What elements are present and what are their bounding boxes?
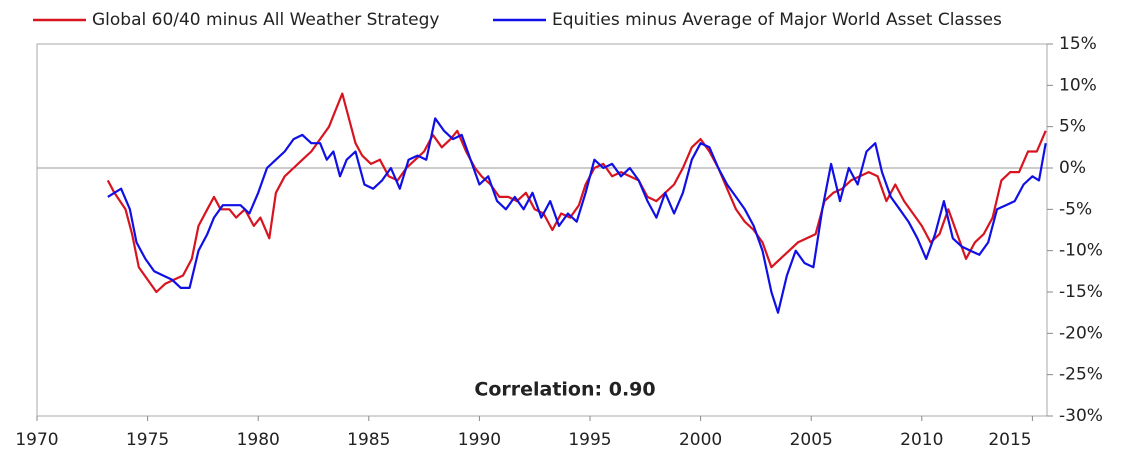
- series-line: [107, 117, 1047, 314]
- x-tick-label: 1975: [126, 430, 169, 450]
- x-tick-label: 2010: [900, 430, 943, 450]
- x-tick-label: 1990: [458, 430, 501, 450]
- plot-frame: [36, 43, 1048, 417]
- y-tick-label: -30%: [1059, 406, 1103, 426]
- y-tick-label: -25%: [1059, 365, 1103, 385]
- x-tick-label: 2005: [790, 430, 833, 450]
- x-tick-label: 2015: [988, 430, 1031, 450]
- x-tick-label: 1970: [15, 430, 58, 450]
- annotation: Correlation: 0.90: [474, 379, 655, 401]
- x-tick-label: 1995: [568, 430, 611, 450]
- legend-label: Global 60/40 minus All Weather Strategy: [92, 10, 439, 30]
- x-tick-label: 2000: [679, 430, 722, 450]
- series-line: [106, 92, 1047, 294]
- x-tick-label: 1980: [237, 430, 280, 450]
- y-tick-label: 0%: [1059, 158, 1086, 178]
- y-tick-label: 5%: [1059, 117, 1086, 137]
- legend-label: Equities minus Average of Major World As…: [552, 10, 1002, 30]
- y-tick-label: 10%: [1059, 75, 1097, 95]
- y-tick-label: -5%: [1059, 199, 1092, 219]
- y-tick-label: 15%: [1059, 34, 1097, 54]
- y-tick-label: -15%: [1059, 282, 1103, 302]
- x-tick-label: 1985: [347, 430, 390, 450]
- y-tick-label: -10%: [1059, 241, 1103, 261]
- y-tick-label: -20%: [1059, 323, 1103, 343]
